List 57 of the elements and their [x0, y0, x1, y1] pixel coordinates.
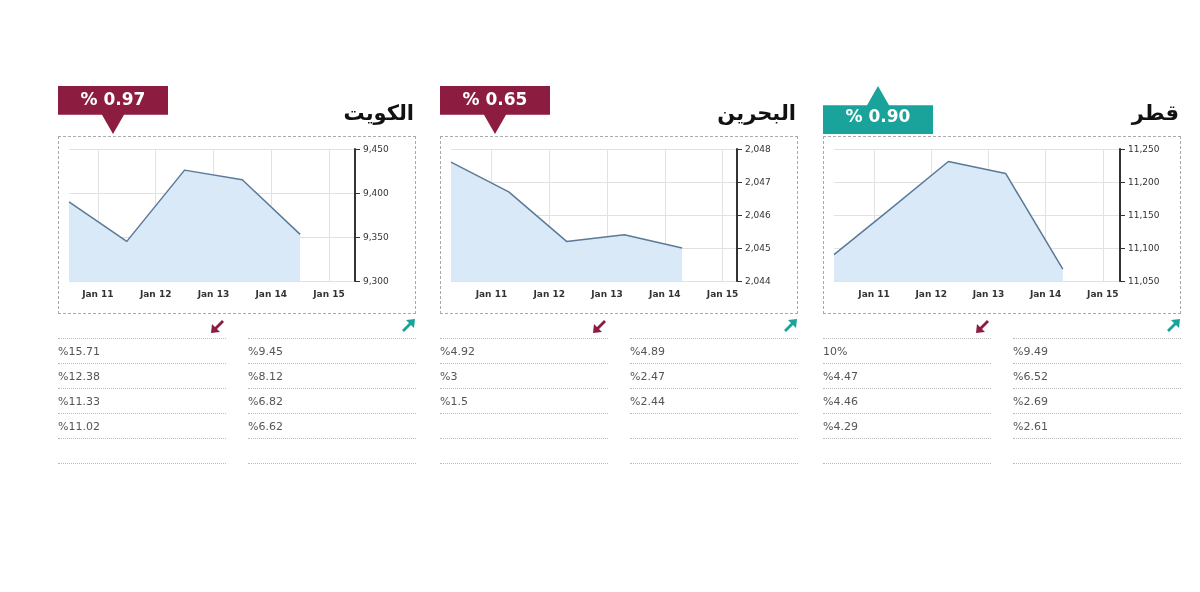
text: %4.46 — [823, 388, 991, 414]
text: %2.69 — [1013, 388, 1181, 414]
y-tick-label: 11,100 — [1128, 243, 1160, 253]
x-tick-label: Jan 11 — [81, 288, 114, 299]
y-tick-label: 9,300 — [363, 276, 390, 286]
x-tick-label: Jan 15 — [1086, 288, 1119, 299]
chart-title: قطر — [1131, 101, 1179, 125]
text: %3 — [440, 363, 608, 389]
text: %9.49 — [1013, 338, 1181, 364]
text: %2.44 — [630, 388, 798, 414]
x-tick-label: Jan 14 — [254, 288, 287, 299]
x-tick-label: Jan 15 — [705, 288, 739, 299]
x-tick-label: Jan 14 — [1028, 288, 1062, 299]
y-tick-label: 2,045 — [745, 243, 771, 253]
x-tick-label: Jan 13 — [590, 288, 623, 299]
text: %2.47 — [630, 363, 798, 389]
x-tick-label: Jan 11 — [857, 288, 890, 299]
text: % 0.90 — [844, 106, 912, 126]
y-tick-label: 11,200 — [1128, 177, 1160, 187]
y-tick-label: 11,250 — [1128, 144, 1160, 154]
x-tick-label: Jan 12 — [532, 288, 565, 299]
y-tick-label: 11,150 — [1128, 210, 1160, 220]
y-tick-label: 11,050 — [1128, 276, 1160, 286]
y-tick-label: 2,047 — [745, 177, 771, 187]
text: %6.62 — [248, 413, 416, 439]
x-tick-label: Jan 13 — [971, 288, 1005, 299]
text: %4.29 — [823, 413, 991, 439]
text: %11.33 — [58, 388, 226, 414]
text: %9.45 — [248, 338, 416, 364]
y-tick-label: 2,048 — [745, 144, 772, 154]
y-tick-label: 9,350 — [363, 232, 390, 242]
text: %6.82 — [248, 388, 416, 414]
y-tick-label: 2,044 — [745, 276, 772, 286]
text: %15.71 — [58, 338, 226, 364]
x-tick-label: Jan 12 — [914, 288, 947, 299]
x-tick-label: Jan 11 — [474, 288, 508, 299]
chart-title: الكويت — [343, 101, 414, 125]
y-tick-label: 9,400 — [363, 188, 390, 198]
text: %11.02 — [58, 413, 226, 439]
text: 10% — [823, 338, 991, 364]
x-tick-label: Jan 15 — [312, 288, 345, 299]
chart-title: البحرين — [717, 101, 796, 125]
x-tick-label: Jan 13 — [196, 288, 230, 299]
text: %6.52 — [1013, 363, 1181, 389]
x-tick-label: Jan 14 — [648, 288, 681, 299]
text: %4.92 — [440, 338, 608, 364]
text: % 0.65 — [461, 89, 529, 109]
x-tick-label: Jan 12 — [138, 288, 172, 299]
text: % 0.97 — [79, 89, 147, 109]
y-tick-label: 2,046 — [745, 210, 772, 220]
text: %4.89 — [630, 338, 798, 364]
text: %12.38 — [58, 363, 226, 389]
text: %2.61 — [1013, 413, 1181, 439]
y-tick-label: 9,450 — [363, 144, 390, 154]
text: %1.5 — [440, 388, 608, 414]
text: %4.47 — [823, 363, 991, 389]
text: %8.12 — [248, 363, 416, 389]
